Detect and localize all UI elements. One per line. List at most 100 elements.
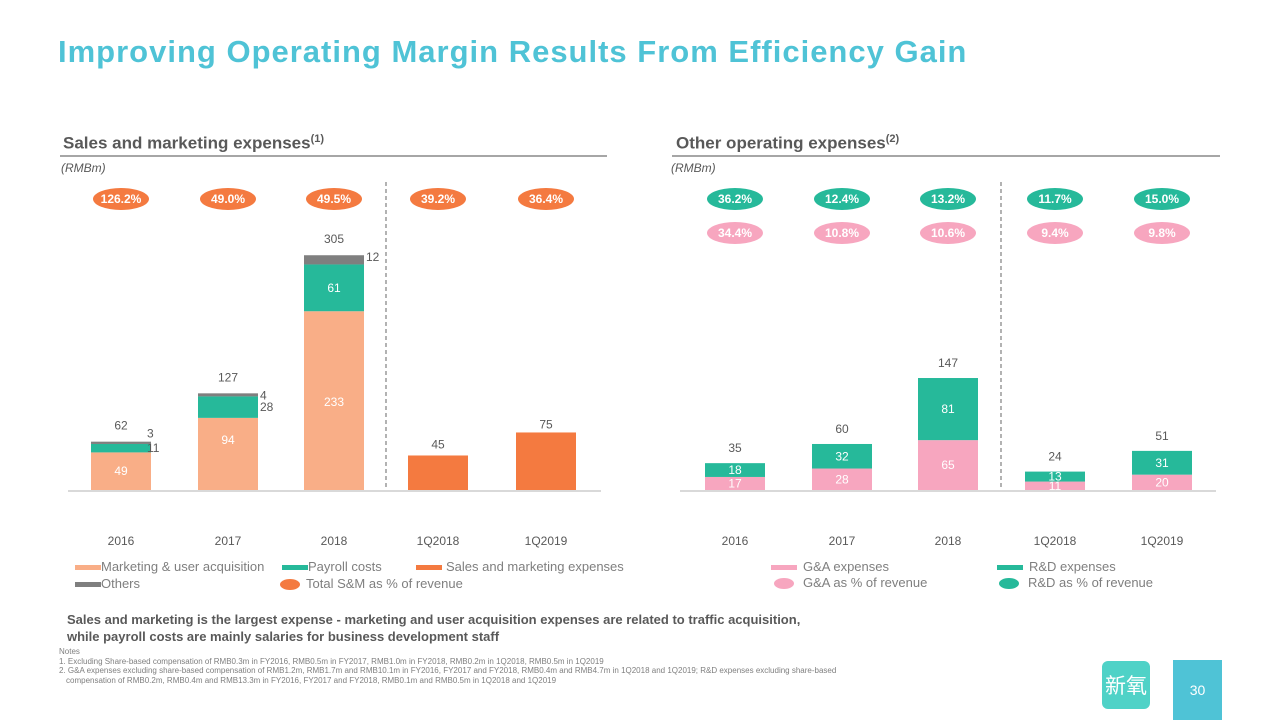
sm-bar-label-others-0: 3	[147, 427, 154, 441]
sm-pct-label-total-s-m-as-of-revenue-4: 36.4%	[529, 192, 563, 206]
sm-bar-label-others-2: 12	[366, 250, 380, 264]
opex-pct-oval-r-d-as-of-revenue-1	[814, 188, 870, 210]
sm-total-label-4: 75	[539, 417, 553, 431]
page-number: 30	[1173, 660, 1222, 720]
sm-x-tick-0: 2016	[108, 534, 135, 548]
opex-bar-g-a-expenses-4	[1132, 474, 1192, 490]
opex-bar-label-g-a-expenses-4: 20	[1155, 475, 1169, 489]
opex-chart-title: Other operating expenses(2)	[676, 133, 900, 153]
sm-bar-marketing-user-acquisition-1	[198, 417, 258, 490]
footnotes: Notes 1. Excluding Share-based compensat…	[59, 647, 1019, 685]
opex-bar-label-g-a-expenses-2: 65	[941, 458, 955, 472]
sm-bar-label-marketing-user-acquisition-0: 49	[114, 464, 128, 478]
opex-bar-label-g-a-expenses-3: 11	[1049, 479, 1062, 493]
opex-pct-oval-r-d-as-of-revenue-0	[707, 188, 763, 210]
legend-payroll: Payroll costs	[282, 559, 382, 574]
sm-bar-label-payroll-costs-2: 61	[327, 281, 341, 295]
opex-pct-oval-g-a-as-of-revenue-3	[1027, 222, 1083, 244]
note-1: 1. Excluding Share-based compensation of…	[59, 656, 604, 666]
sm-total-label-3: 45	[431, 437, 445, 451]
sm-bar-others-2	[304, 255, 364, 265]
page-title: Improving Operating Margin Results From …	[58, 34, 968, 69]
opex-bar-g-a-expenses-0	[705, 476, 765, 490]
legend-rd-pct: R&D as % of revenue	[999, 575, 1153, 590]
sm-bar-sales-and-marketing-expenses-3	[408, 455, 468, 490]
opex-bar-g-a-expenses-3	[1025, 481, 1085, 490]
opex-pct-oval-r-d-as-of-revenue-4	[1134, 188, 1190, 210]
opex-x-tick-1: 2017	[829, 534, 856, 548]
opex-bar-label-r-d-expenses-1: 32	[835, 449, 849, 463]
opex-title-rule	[672, 155, 1220, 157]
opex-bar-r-d-expenses-1	[812, 443, 872, 469]
opex-pct-oval-r-d-as-of-revenue-3	[1027, 188, 1083, 210]
opex-pct-label-r-d-as-of-revenue-0: 36.2%	[718, 192, 752, 206]
sm-pct-label-total-s-m-as-of-revenue-2: 49.5%	[317, 192, 351, 206]
opex-pct-oval-r-d-as-of-revenue-2	[920, 188, 976, 210]
sm-pct-label-total-s-m-as-of-revenue-3: 39.2%	[421, 192, 455, 206]
legend-ga-pct: G&A as % of revenue	[774, 575, 927, 590]
sm-pct-oval-total-s-m-as-of-revenue-4	[518, 188, 574, 210]
opex-pct-label-r-d-as-of-revenue-3: 11.7%	[1038, 192, 1072, 206]
opex-total-label-3: 24	[1048, 450, 1062, 464]
opex-pct-oval-g-a-as-of-revenue-4	[1134, 222, 1190, 244]
sm-bar-label-payroll-costs-0: 11	[147, 441, 160, 455]
legend-sm-swatch	[416, 565, 442, 571]
sm-x-tick-2: 2018	[321, 534, 348, 548]
sm-bar-payroll-costs-0	[91, 443, 151, 453]
sm-total-label-2: 305	[324, 232, 344, 246]
opex-bar-r-d-expenses-0	[705, 463, 765, 477]
legend-marketing: Marketing & user acquisition	[75, 559, 264, 574]
sm-pct-oval-total-s-m-as-of-revenue-3	[410, 188, 466, 210]
opex-pct-label-r-d-as-of-revenue-2: 13.2%	[931, 192, 965, 206]
opex-bar-g-a-expenses-1	[812, 468, 872, 490]
legend-ga-pct-swatch	[774, 578, 794, 590]
opex-bar-label-r-d-expenses-0: 18	[728, 463, 742, 477]
sm-bar-payroll-costs-2	[304, 264, 364, 312]
sm-total-label-0: 62	[114, 419, 128, 433]
opex-total-label-4: 51	[1155, 429, 1169, 443]
legend-rd: R&D expenses	[997, 559, 1116, 574]
notes-heading: Notes	[59, 647, 80, 656]
sm-x-tick-1: 2017	[215, 534, 242, 548]
legend-sm-pct-swatch	[280, 579, 300, 591]
opex-pct-label-g-a-as-of-revenue-0: 34.4%	[718, 226, 752, 240]
opex-bar-label-g-a-expenses-0: 17	[728, 476, 742, 490]
legend-rd-pct-swatch	[999, 578, 1019, 590]
sm-x-tick-3: 1Q2018	[417, 534, 460, 548]
legend-ga: G&A expenses	[771, 559, 889, 574]
note-2: 2. G&A expenses excluding share-based co…	[59, 666, 837, 675]
sm-pct-oval-total-s-m-as-of-revenue-1	[200, 188, 256, 210]
opex-bar-g-a-expenses-2	[918, 440, 978, 490]
opex-pct-label-g-a-as-of-revenue-1: 10.8%	[825, 226, 859, 240]
sm-pct-label-total-s-m-as-of-revenue-1: 49.0%	[211, 192, 245, 206]
sm-bar-label-marketing-user-acquisition-1: 94	[221, 433, 235, 447]
legend-ga-swatch	[771, 565, 797, 571]
opex-bar-label-g-a-expenses-1: 28	[835, 472, 849, 486]
sm-bar-marketing-user-acquisition-0	[91, 452, 151, 490]
opex-pct-label-g-a-as-of-revenue-2: 10.6%	[931, 226, 965, 240]
sm-pct-oval-total-s-m-as-of-revenue-0	[93, 188, 149, 210]
legend-rd-swatch	[997, 565, 1023, 571]
opex-total-label-1: 60	[835, 422, 849, 436]
opex-bar-r-d-expenses-4	[1132, 450, 1192, 475]
opex-pct-label-r-d-as-of-revenue-1: 12.4%	[825, 192, 859, 206]
summary-text: Sales and marketing is the largest expen…	[67, 612, 801, 644]
opex-pct-oval-g-a-as-of-revenue-1	[814, 222, 870, 244]
opex-bar-label-r-d-expenses-4: 31	[1155, 456, 1169, 470]
legend-sm-expenses: Sales and marketing expenses	[416, 559, 624, 574]
sm-bar-payroll-costs-1	[198, 396, 258, 418]
sm-bar-sales-and-marketing-expenses-4	[516, 432, 576, 490]
sm-pct-label-total-s-m-as-of-revenue-0: 126.2%	[101, 192, 142, 206]
opex-pct-label-g-a-as-of-revenue-4: 9.8%	[1148, 226, 1176, 240]
opex-x-tick-0: 2016	[722, 534, 749, 548]
sm-bar-marketing-user-acquisition-2	[304, 311, 364, 490]
sm-chart-title: Sales and marketing expenses(1)	[63, 133, 325, 153]
company-logo: 新氧	[1102, 661, 1150, 709]
note-2-cont: compensation of RMB0.2m, RMB0.4m and RMB…	[66, 675, 557, 685]
opex-pct-oval-g-a-as-of-revenue-2	[920, 222, 976, 244]
opex-bar-r-d-expenses-3	[1025, 471, 1085, 482]
legend-sm-pct: Total S&M as % of revenue	[280, 576, 463, 591]
opex-bar-label-r-d-expenses-3: 13	[1048, 470, 1062, 484]
opex-x-tick-3: 1Q2018	[1034, 534, 1077, 548]
